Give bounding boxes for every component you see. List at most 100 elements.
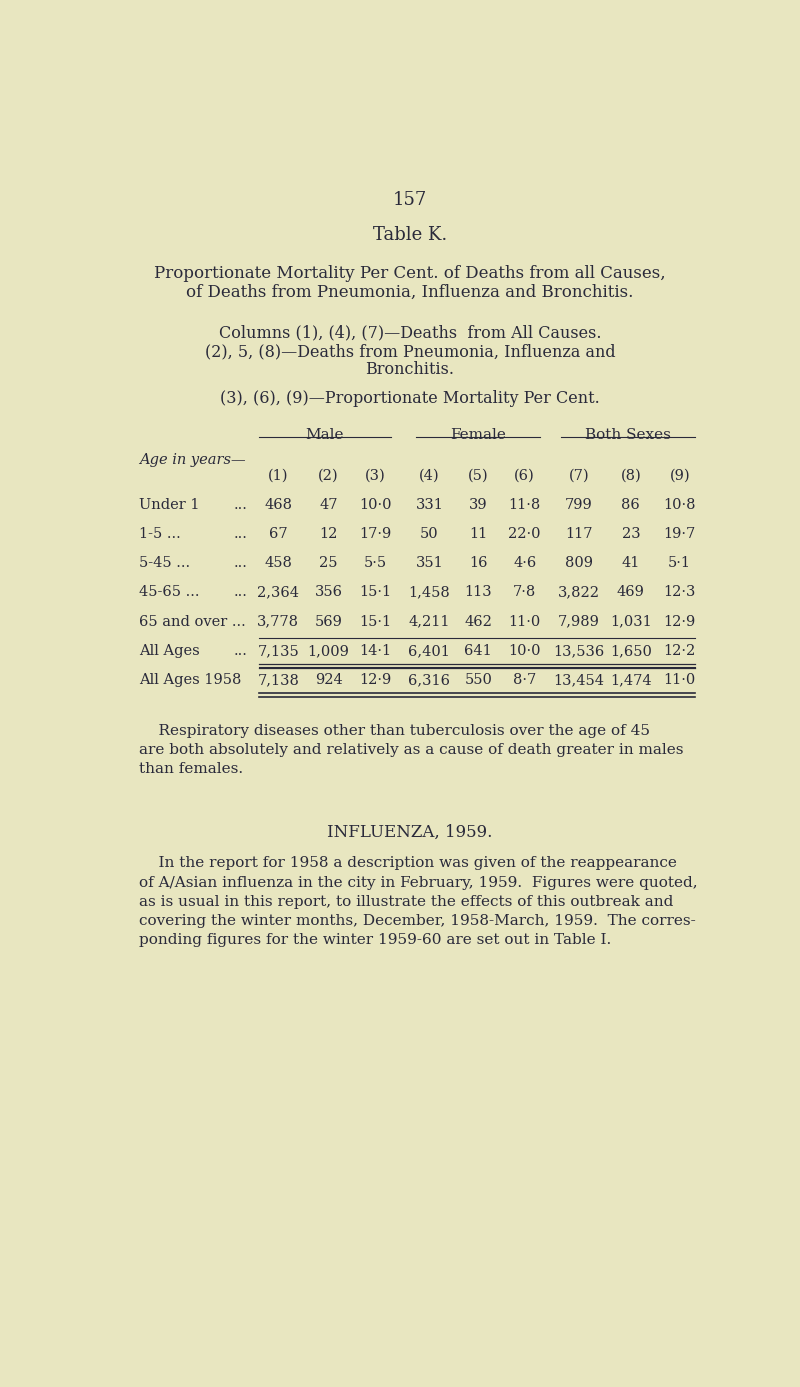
Text: 4,211: 4,211 bbox=[409, 614, 450, 628]
Text: 10·0: 10·0 bbox=[359, 498, 391, 512]
Text: 13,536: 13,536 bbox=[554, 644, 605, 657]
Text: 13,454: 13,454 bbox=[554, 673, 605, 687]
Text: 809: 809 bbox=[565, 556, 593, 570]
Text: 12: 12 bbox=[319, 527, 338, 541]
Text: 16: 16 bbox=[469, 556, 487, 570]
Text: Respiratory diseases other than tuberculosis over the age of 45: Respiratory diseases other than tubercul… bbox=[138, 724, 650, 738]
Text: 331: 331 bbox=[415, 498, 443, 512]
Text: 19·7: 19·7 bbox=[663, 527, 696, 541]
Text: (3): (3) bbox=[365, 469, 386, 483]
Text: 12·3: 12·3 bbox=[663, 585, 696, 599]
Text: (9): (9) bbox=[670, 469, 690, 483]
Text: 17·9: 17·9 bbox=[359, 527, 391, 541]
Text: are both absolutely and relatively as a cause of death greater in males: are both absolutely and relatively as a … bbox=[138, 743, 683, 757]
Text: 569: 569 bbox=[314, 614, 342, 628]
Text: (2): (2) bbox=[318, 469, 339, 483]
Text: 7,135: 7,135 bbox=[258, 644, 299, 657]
Text: 6,401: 6,401 bbox=[409, 644, 450, 657]
Text: 7·8: 7·8 bbox=[513, 585, 536, 599]
Text: Female: Female bbox=[450, 429, 506, 442]
Text: 15·1: 15·1 bbox=[359, 585, 391, 599]
Text: (2), 5, (8)—Deaths from Pneumonia, Influenza and: (2), 5, (8)—Deaths from Pneumonia, Influ… bbox=[205, 344, 615, 361]
Text: ...: ... bbox=[234, 556, 247, 570]
Text: 8·7: 8·7 bbox=[513, 673, 536, 687]
Text: 5-45 ...: 5-45 ... bbox=[138, 556, 190, 570]
Text: 12·9: 12·9 bbox=[663, 614, 696, 628]
Text: ...: ... bbox=[234, 498, 247, 512]
Text: (6): (6) bbox=[514, 469, 535, 483]
Text: (5): (5) bbox=[468, 469, 489, 483]
Text: 157: 157 bbox=[393, 191, 427, 209]
Text: 67: 67 bbox=[269, 527, 287, 541]
Text: (1): (1) bbox=[268, 469, 289, 483]
Text: 117: 117 bbox=[565, 527, 593, 541]
Text: 39: 39 bbox=[469, 498, 487, 512]
Text: In the report for 1958 a description was given of the reappearance: In the report for 1958 a description was… bbox=[138, 856, 677, 871]
Text: INFLUENZA, 1959.: INFLUENZA, 1959. bbox=[327, 824, 493, 841]
Text: 22·0: 22·0 bbox=[509, 527, 541, 541]
Text: 11·0: 11·0 bbox=[663, 673, 696, 687]
Text: Proportionate Mortality Per Cent. of Deaths from all Causes,: Proportionate Mortality Per Cent. of Dea… bbox=[154, 265, 666, 282]
Text: Bronchitis.: Bronchitis. bbox=[366, 361, 454, 379]
Text: All Ages 1958: All Ages 1958 bbox=[138, 673, 241, 687]
Text: 1,458: 1,458 bbox=[409, 585, 450, 599]
Text: 86: 86 bbox=[622, 498, 640, 512]
Text: 10·8: 10·8 bbox=[663, 498, 696, 512]
Text: 351: 351 bbox=[415, 556, 443, 570]
Text: (7): (7) bbox=[569, 469, 590, 483]
Text: 113: 113 bbox=[464, 585, 492, 599]
Text: 12·9: 12·9 bbox=[359, 673, 391, 687]
Text: 45-65 ...: 45-65 ... bbox=[138, 585, 199, 599]
Text: of Deaths from Pneumonia, Influenza and Bronchitis.: of Deaths from Pneumonia, Influenza and … bbox=[186, 284, 634, 301]
Text: ...: ... bbox=[234, 644, 247, 657]
Text: 3,778: 3,778 bbox=[258, 614, 299, 628]
Text: ...: ... bbox=[234, 585, 247, 599]
Text: 462: 462 bbox=[464, 614, 492, 628]
Text: as is usual in this report, to illustrate the effects of this outbreak and: as is usual in this report, to illustrat… bbox=[138, 895, 673, 908]
Text: 25: 25 bbox=[319, 556, 338, 570]
Text: 468: 468 bbox=[264, 498, 292, 512]
Text: 1-5 ...: 1-5 ... bbox=[138, 527, 181, 541]
Text: 2,364: 2,364 bbox=[258, 585, 299, 599]
Text: 23: 23 bbox=[622, 527, 640, 541]
Text: covering the winter months, December, 1958-March, 1959.  The corres-: covering the winter months, December, 19… bbox=[138, 914, 695, 928]
Text: Under 1: Under 1 bbox=[138, 498, 199, 512]
Text: 15·1: 15·1 bbox=[359, 614, 391, 628]
Text: 5·5: 5·5 bbox=[363, 556, 386, 570]
Text: 799: 799 bbox=[565, 498, 593, 512]
Text: 11·0: 11·0 bbox=[509, 614, 541, 628]
Text: 7,989: 7,989 bbox=[558, 614, 600, 628]
Text: Columns (1), (4), (7)—Deaths  from All Causes.: Columns (1), (4), (7)—Deaths from All Ca… bbox=[218, 325, 602, 341]
Text: 7,138: 7,138 bbox=[258, 673, 299, 687]
Text: Age in years—: Age in years— bbox=[138, 454, 246, 467]
Text: 1,474: 1,474 bbox=[610, 673, 652, 687]
Text: 924: 924 bbox=[314, 673, 342, 687]
Text: 641: 641 bbox=[464, 644, 492, 657]
Text: 6,316: 6,316 bbox=[408, 673, 450, 687]
Text: 50: 50 bbox=[420, 527, 438, 541]
Text: All Ages: All Ages bbox=[138, 644, 199, 657]
Text: ...: ... bbox=[234, 527, 247, 541]
Text: than females.: than females. bbox=[138, 763, 243, 777]
Text: 47: 47 bbox=[319, 498, 338, 512]
Text: (3), (6), (9)—Proportionate Mortality Per Cent.: (3), (6), (9)—Proportionate Mortality Pe… bbox=[220, 390, 600, 406]
Text: 5·1: 5·1 bbox=[668, 556, 691, 570]
Text: 11·8: 11·8 bbox=[509, 498, 541, 512]
Text: 11: 11 bbox=[469, 527, 487, 541]
Text: Table K.: Table K. bbox=[373, 226, 447, 244]
Text: 10·0: 10·0 bbox=[509, 644, 541, 657]
Text: 41: 41 bbox=[622, 556, 640, 570]
Text: of A/Asian influenza in the city in February, 1959.  Figures were quoted,: of A/Asian influenza in the city in Febr… bbox=[138, 875, 698, 889]
Text: 458: 458 bbox=[264, 556, 292, 570]
Text: Male: Male bbox=[306, 429, 344, 442]
Text: Both Sexes: Both Sexes bbox=[585, 429, 670, 442]
Text: 469: 469 bbox=[617, 585, 645, 599]
Text: 1,650: 1,650 bbox=[610, 644, 652, 657]
Text: 550: 550 bbox=[464, 673, 492, 687]
Text: 4·6: 4·6 bbox=[513, 556, 536, 570]
Text: 1,009: 1,009 bbox=[308, 644, 350, 657]
Text: 12·2: 12·2 bbox=[663, 644, 696, 657]
Text: (4): (4) bbox=[419, 469, 440, 483]
Text: ponding figures for the winter 1959-60 are set out in Table I.: ponding figures for the winter 1959-60 a… bbox=[138, 933, 611, 947]
Text: 3,822: 3,822 bbox=[558, 585, 600, 599]
